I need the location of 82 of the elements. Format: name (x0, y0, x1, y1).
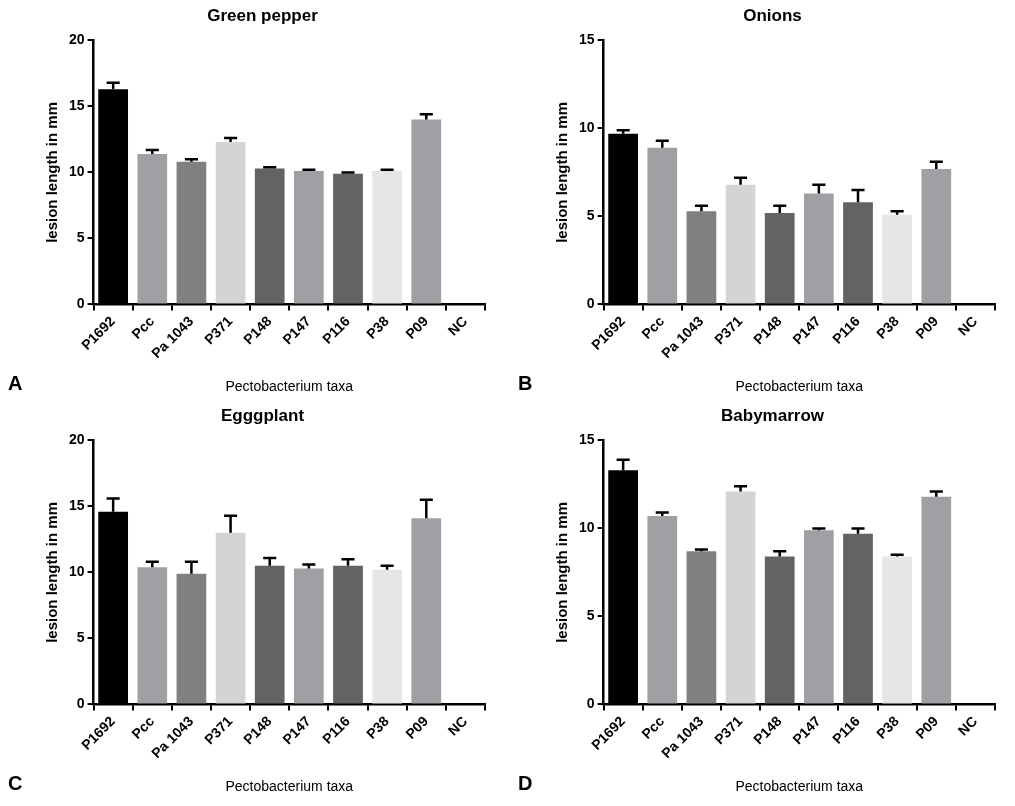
text: D (518, 771, 533, 794)
y-tick-label: 10 (68, 163, 85, 180)
bar (803, 530, 834, 704)
bar (921, 168, 952, 304)
y-tick-label: 0 (586, 695, 595, 712)
bar (843, 202, 873, 304)
y-tick-label: 0 (76, 295, 85, 312)
x-axis-title: Pectobacterium taxa (735, 378, 864, 395)
x-tick-label: NC (444, 712, 471, 739)
bar (411, 119, 442, 304)
text: C (8, 771, 23, 794)
bar (333, 565, 363, 704)
bar (293, 568, 324, 704)
bar (254, 168, 285, 304)
y-axis-title: lesion length in mm (43, 501, 61, 643)
bar (411, 518, 442, 704)
x-tick-label: Pcc (638, 712, 668, 742)
bar (764, 556, 795, 704)
y-axis-title: lesion length in mm (553, 501, 571, 643)
bar (176, 161, 207, 304)
x-axis-title: Pectobacterium taxa (225, 378, 354, 395)
chart-title: Babymarrow (721, 405, 825, 425)
y-tick-label: 5 (76, 229, 85, 246)
x-tick-label: P38 (873, 712, 903, 742)
bar (215, 142, 246, 304)
y-tick-label: 5 (76, 629, 85, 646)
text: B (518, 371, 533, 394)
bar (882, 556, 913, 704)
x-tick-label: P09 (402, 312, 432, 342)
chart-title: Green pepper (207, 5, 319, 25)
bar (215, 532, 246, 704)
bar (647, 516, 678, 704)
bar (764, 212, 795, 304)
y-tick-label: 20 (68, 31, 85, 48)
y-tick-label: 0 (76, 695, 85, 712)
x-tick-label: NC (954, 312, 981, 339)
x-tick-label: P38 (363, 312, 393, 342)
bar (254, 565, 285, 704)
y-axis-title: lesion length in mm (43, 101, 61, 243)
y-tick-label: 15 (578, 431, 595, 448)
bar (137, 567, 168, 704)
x-axis-title: Pectobacterium taxa (225, 778, 354, 795)
y-tick-label: 5 (586, 607, 595, 624)
bar (843, 533, 873, 704)
x-tick-label: NC (954, 712, 981, 739)
y-tick-label: 0 (586, 295, 595, 312)
bar (176, 573, 207, 704)
x-tick-label: Pcc (128, 312, 158, 342)
bar (803, 193, 834, 304)
x-tick-label: Pcc (128, 712, 158, 742)
x-tick-label: P09 (402, 712, 432, 742)
x-tick-label: P09 (912, 312, 942, 342)
bar (686, 211, 717, 304)
y-tick-label: 10 (578, 519, 595, 536)
bar (293, 171, 324, 304)
x-axis-title: Pectobacterium taxa (735, 778, 864, 795)
y-tick-label: 10 (578, 119, 595, 136)
bar (372, 171, 403, 304)
chart-title: Onions (743, 5, 802, 25)
y-axis-title: lesion length in mm (553, 101, 571, 243)
bar (333, 173, 363, 304)
bar (647, 147, 678, 304)
x-tick-label: P38 (873, 312, 903, 342)
x-tick-label: NC (444, 312, 471, 339)
bar (137, 153, 168, 304)
y-tick-label: 10 (68, 563, 85, 580)
chart-title: Egggplant (220, 405, 305, 425)
bar (372, 569, 403, 704)
bar (921, 496, 952, 704)
y-tick-label: 5 (586, 207, 595, 224)
y-tick-label: 15 (578, 31, 595, 48)
x-tick-label: P09 (912, 712, 942, 742)
bar (725, 184, 756, 304)
y-tick-label: 15 (68, 497, 85, 514)
y-tick-label: 15 (68, 97, 85, 114)
x-tick-label: P38 (363, 712, 393, 742)
x-tick-label: Pcc (638, 312, 668, 342)
bar (686, 551, 717, 704)
text: A (8, 371, 23, 394)
bar (725, 491, 756, 704)
y-tick-label: 20 (68, 431, 85, 448)
bar (882, 214, 913, 304)
